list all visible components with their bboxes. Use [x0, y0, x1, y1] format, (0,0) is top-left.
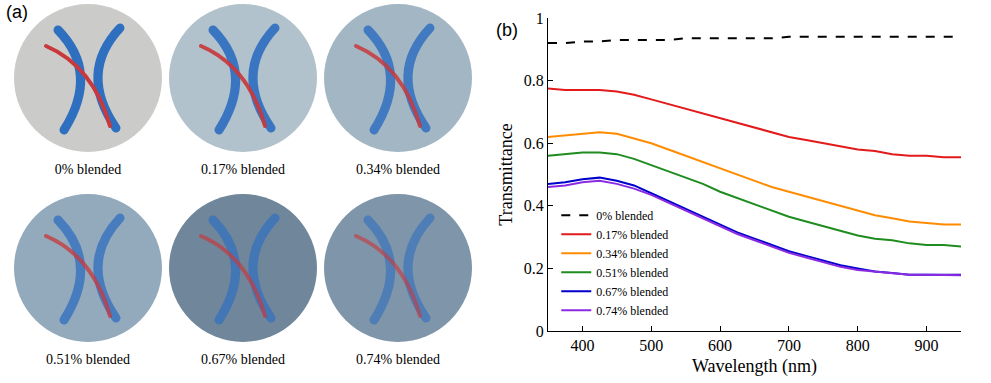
svg-text:0.74% blended: 0.74% blended: [356, 352, 440, 367]
svg-text:0.67% blended: 0.67% blended: [596, 285, 668, 299]
svg-text:0% blended: 0% blended: [55, 162, 121, 177]
svg-text:0.51% blended: 0.51% blended: [596, 266, 668, 280]
svg-text:0.67% blended: 0.67% blended: [201, 352, 285, 367]
svg-text:0.34% blended: 0.34% blended: [356, 162, 440, 177]
svg-text:0.17% blended: 0.17% blended: [596, 228, 668, 242]
svg-text:400: 400: [570, 337, 594, 354]
svg-text:900: 900: [915, 337, 939, 354]
svg-text:0: 0: [536, 323, 544, 340]
svg-text:0.51% blended: 0.51% blended: [46, 352, 130, 367]
svg-text:(a): (a): [6, 2, 28, 22]
svg-text:600: 600: [708, 337, 732, 354]
svg-text:0.2: 0.2: [524, 260, 544, 277]
svg-text:0.8: 0.8: [524, 72, 544, 89]
svg-text:Wavelength (nm): Wavelength (nm): [692, 356, 817, 377]
svg-text:0.74% blended: 0.74% blended: [596, 304, 668, 318]
svg-text:Transmittance: Transmittance: [496, 123, 516, 225]
svg-text:0.34% blended: 0.34% blended: [596, 247, 668, 261]
svg-text:500: 500: [639, 337, 663, 354]
svg-text:800: 800: [846, 337, 870, 354]
svg-text:700: 700: [777, 337, 801, 354]
svg-text:0% blended: 0% blended: [596, 209, 653, 223]
svg-text:0.6: 0.6: [524, 135, 544, 152]
svg-text:0.17% blended: 0.17% blended: [201, 162, 285, 177]
svg-text:(b): (b): [496, 20, 518, 40]
svg-text:0.4: 0.4: [524, 197, 544, 214]
svg-text:1: 1: [536, 10, 544, 27]
